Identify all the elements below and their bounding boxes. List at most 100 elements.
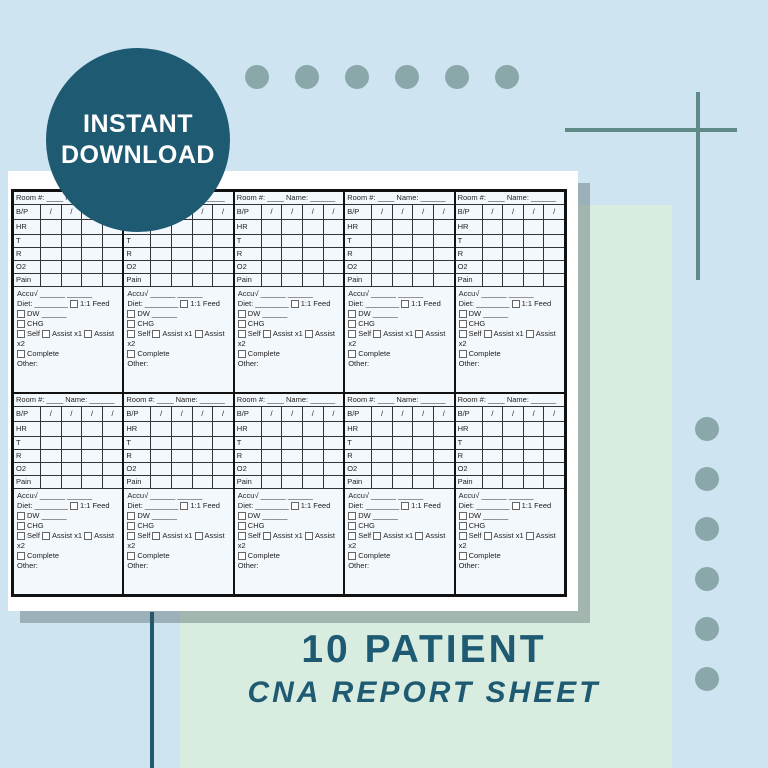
vital-label: B/P	[124, 407, 152, 421]
complete-label: Complete	[468, 551, 501, 560]
title-line1: 10 PATIENT	[301, 628, 547, 671]
checkbox-icon	[152, 532, 161, 541]
vital-label: R	[456, 450, 483, 462]
vital-label: T	[14, 235, 41, 247]
vital-label: T	[235, 437, 262, 449]
vital-label: HR	[124, 422, 152, 436]
feed-label: 1:1 Feed	[300, 299, 331, 308]
care-section: Accu√ ______ ______ Diet: ________ 1:1 F…	[235, 489, 343, 594]
checkbox-icon	[304, 532, 313, 541]
vital-row: Pain	[234, 476, 344, 489]
self-label: Self	[27, 329, 40, 338]
care-section: Accu√ ______ ______ Diet: ________ 1:1 F…	[456, 489, 564, 594]
dot	[695, 417, 719, 441]
accu-line: Accu√ ______ ______	[348, 491, 424, 500]
diet-field: Diet: ________	[127, 299, 179, 308]
patient-card: Room #: ____ Name: ______ B/P //// HR T …	[233, 191, 345, 393]
vital-label: R	[345, 450, 373, 462]
vital-row: B/P ////	[455, 205, 564, 220]
vital-row: T	[14, 235, 123, 248]
vital-label: O2	[456, 261, 483, 273]
assist1-label: Assist x1	[52, 531, 83, 540]
diet-field: Diet: ________	[237, 299, 289, 308]
checkbox-icon	[511, 502, 520, 511]
name-field: Name: ______	[396, 395, 446, 404]
chg-line: CHG	[348, 521, 450, 531]
self-label: Self	[468, 329, 482, 338]
chg-label: CHG	[468, 521, 486, 530]
checkbox-icon	[415, 532, 424, 541]
checkbox-icon	[290, 300, 299, 309]
checkbox-icon	[17, 330, 25, 339]
checkbox-icon	[348, 532, 357, 541]
badge-line1: INSTANT	[83, 110, 193, 138]
assist2-label: Assist x2	[348, 531, 446, 550]
assist-line: Self Assist x1 Assist x2	[17, 531, 119, 551]
accu-line: Accu√ ______ ______	[127, 289, 203, 298]
vital-row: Pain	[455, 476, 564, 489]
diet-field: Diet: ________	[17, 299, 68, 308]
checkbox-icon	[511, 300, 520, 309]
diet-field: Diet: ________	[348, 299, 400, 308]
assist1-label: Assist x1	[493, 531, 524, 540]
complete-label: Complete	[137, 551, 170, 560]
checkbox-icon	[17, 532, 25, 541]
vital-row: B/P ////	[455, 407, 564, 422]
vital-row: O2	[455, 261, 564, 274]
vital-row: HR	[455, 220, 564, 235]
chg-label: CHG	[247, 521, 265, 530]
chg-line: CHG	[127, 319, 229, 329]
vital-row: HR	[124, 422, 233, 437]
vital-label: T	[124, 437, 152, 449]
vital-label: Pain	[235, 274, 262, 286]
checkbox-icon	[348, 522, 357, 531]
dw-line: DW ______	[127, 511, 229, 521]
chg-label: CHG	[358, 521, 375, 530]
vital-label: O2	[14, 463, 41, 475]
vital-row: B/P ////	[345, 407, 454, 422]
vital-row: B/P ////	[234, 205, 344, 220]
chg-line: CHG	[17, 319, 119, 329]
other-line: Other:	[237, 359, 259, 368]
dw-label: DW ______	[247, 309, 288, 318]
assist1-label: Assist x1	[383, 531, 414, 540]
room-field: Room #: ____	[236, 193, 284, 202]
assist2-label: Assist x2	[458, 531, 556, 550]
chg-line: CHG	[237, 521, 340, 531]
vital-row: O2	[14, 261, 123, 274]
dw-line: DW ______	[458, 309, 561, 319]
complete-line: Complete	[458, 349, 561, 359]
room-field: Room #: ____	[347, 395, 395, 404]
name-field: Name: ______	[506, 395, 557, 404]
checkbox-icon	[237, 320, 246, 329]
checkbox-icon	[17, 320, 25, 329]
diet-field: Diet: ________	[127, 501, 179, 510]
vital-row: T	[124, 437, 233, 450]
card-header: Room #: ____ Name: ______	[455, 394, 564, 407]
checkbox-icon	[237, 532, 246, 541]
name-field: Name: ______	[286, 395, 336, 404]
assist-line: Self Assist x1 Assist x2	[127, 531, 229, 551]
chg-label: CHG	[27, 319, 44, 328]
diet-line: Diet: ________ 1:1 Feed	[238, 501, 340, 511]
complete-line: Complete	[348, 551, 450, 561]
vital-label: T	[345, 437, 373, 449]
checkbox-icon	[127, 320, 136, 329]
dw-label: DW ______	[358, 309, 398, 318]
name-field: Name: ______	[396, 193, 446, 202]
chg-line: CHG	[348, 319, 450, 329]
vital-row: O2	[345, 463, 454, 476]
vital-row: T	[14, 437, 123, 450]
patient-grid: Room #: ____ Name: ______ B/P //// HR T …	[11, 189, 567, 597]
complete-label: Complete	[247, 349, 280, 358]
vital-row: T	[124, 235, 233, 248]
checkbox-icon	[483, 532, 492, 541]
vital-label: HR	[345, 422, 373, 436]
title-line2: CNA REPORT SHEET	[247, 676, 601, 709]
other-line: Other:	[237, 561, 259, 570]
complete-line: Complete	[237, 551, 340, 561]
checkbox-icon	[84, 330, 93, 339]
vital-label: Pain	[345, 274, 373, 286]
report-sheet-preview: Room #: ____ Name: ______ B/P //// HR T …	[8, 171, 578, 611]
checkbox-icon	[458, 552, 467, 561]
